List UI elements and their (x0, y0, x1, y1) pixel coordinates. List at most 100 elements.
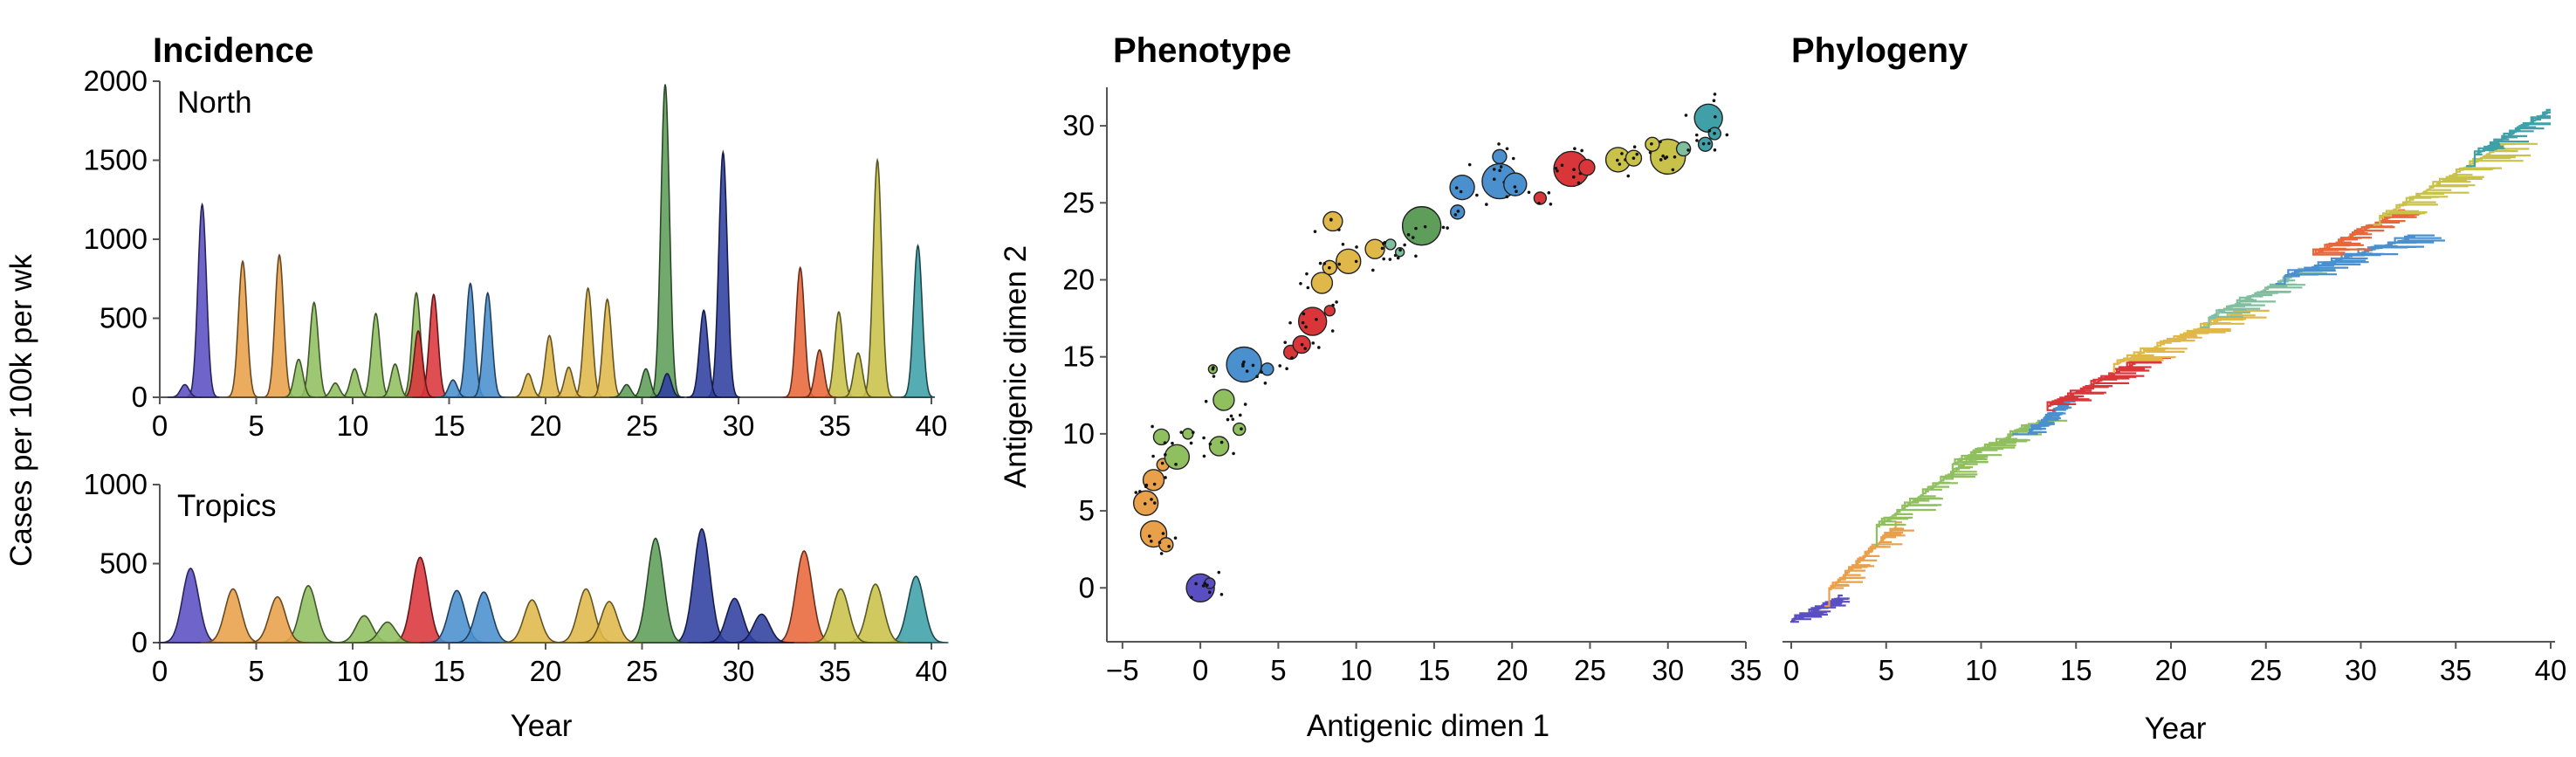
antigenic-cluster-point (1158, 537, 1174, 553)
virus-point (1686, 148, 1690, 152)
virus-point (1206, 583, 1209, 587)
virus-point (1505, 147, 1509, 151)
virus-point (1144, 483, 1149, 487)
virus-point (1192, 430, 1195, 435)
antigenic-cluster-point (1164, 444, 1191, 471)
x-tick-label: 5 (248, 655, 264, 687)
virus-point (1547, 191, 1551, 195)
virus-point (1414, 254, 1418, 258)
antigenic-cluster-point (1142, 469, 1165, 492)
virus-point (1151, 424, 1154, 429)
virus-point (1337, 262, 1341, 266)
x-tick-label: 30 (723, 409, 755, 442)
phylogeny-title: Phylogeny (1791, 31, 1968, 70)
virus-point (1556, 169, 1559, 173)
virus-point (1159, 552, 1164, 555)
virus-point (1157, 540, 1162, 545)
virus-point (1318, 261, 1322, 265)
y-tick-label: 1500 (84, 144, 148, 176)
virus-point (1388, 258, 1392, 261)
y-tick-label: 0 (132, 626, 148, 658)
x-tick-label: 15 (433, 409, 465, 442)
phenotype-x-axis-label: Antigenic dimen 1 (1307, 709, 1549, 743)
virus-point (1317, 346, 1321, 349)
virus-point (1403, 243, 1406, 247)
north-plot: North 0 500 1000 1500 2000 0 5 10 15 20 25 30 35 40 (84, 65, 948, 442)
phylogeny-clade (2373, 142, 2538, 226)
phylogeny-plot: 0 5 10 15 20 25 30 35 40 (1783, 108, 2567, 686)
phylogeny-clade (1875, 457, 1989, 547)
virus-point (1355, 245, 1358, 249)
epidemic-peak (185, 202, 220, 398)
virus-point (1283, 341, 1288, 344)
virus-point (1302, 312, 1306, 316)
x-tick-label: 10 (337, 409, 369, 442)
antigenic-cluster-point (1208, 436, 1230, 457)
y-tick-label: 1000 (84, 468, 148, 500)
virus-point (1208, 442, 1212, 446)
virus-point (1151, 454, 1155, 458)
phylogeny-branch (1789, 594, 1851, 623)
virus-point (1631, 156, 1636, 160)
y-tick-label: 20 (1062, 263, 1095, 295)
virus-point (1160, 461, 1164, 465)
x-tick-label: 30 (723, 655, 755, 687)
virus-point (1713, 132, 1716, 135)
y-tick-label: 30 (1062, 109, 1095, 141)
antigenic-cluster-point (1697, 136, 1714, 152)
virus-point (1371, 268, 1375, 272)
phenotype-panel: Phenotype Antigenic dimen 2 Antigenic di… (999, 31, 1762, 743)
virus-point (1618, 162, 1622, 166)
epidemic-peak (168, 383, 203, 398)
epidemic-peak (354, 621, 420, 643)
virus-point (1189, 441, 1193, 445)
virus-point (1620, 152, 1624, 155)
phylogeny-clade (1943, 419, 2068, 480)
antigenic-cluster-point (1578, 159, 1596, 176)
x-tick-label: 25 (626, 409, 658, 442)
y-tick-label: 25 (1062, 186, 1095, 218)
virus-point (1492, 168, 1496, 171)
virus-point (1707, 128, 1712, 133)
phenotype-title: Phenotype (1113, 31, 1291, 70)
x-tick-label: 0 (152, 409, 168, 442)
virus-point (1171, 441, 1174, 445)
virus-point (1380, 246, 1384, 251)
epidemic-peak (281, 358, 316, 398)
epidemic-peak (471, 291, 505, 398)
phylogeny-branch (2373, 142, 2538, 226)
virus-point (1240, 427, 1243, 431)
virus-point (1485, 203, 1488, 206)
virus-point (1659, 158, 1663, 162)
virus-point (1243, 403, 1247, 406)
epidemic-peak (729, 613, 794, 643)
epidemic-peak (802, 348, 837, 398)
virus-point (1226, 417, 1230, 422)
x-tick-label: 15 (433, 655, 465, 687)
virus-point (1164, 476, 1167, 479)
virus-point (1398, 248, 1402, 252)
virus-point (1241, 364, 1245, 368)
epidemic-peak (200, 588, 266, 643)
virus-point (1335, 300, 1338, 304)
virus-point (1174, 463, 1178, 466)
virus-point (1497, 142, 1501, 146)
phylogeny-clade (2112, 309, 2270, 374)
virus-point (1406, 233, 1411, 237)
antigenic-cluster-point (1336, 248, 1362, 275)
epidemic-peak (532, 334, 567, 398)
virus-point (1173, 536, 1178, 540)
virus-point (1572, 168, 1576, 172)
virus-point (1616, 158, 1619, 162)
virus-point (1423, 224, 1427, 229)
virus-point (1505, 195, 1509, 199)
x-tick-label: 40 (2535, 654, 2567, 686)
x-tick-label: 15 (1419, 654, 1451, 686)
antigenic-cluster-point (1310, 272, 1334, 294)
antigenic-cluster-point (1322, 210, 1343, 232)
epidemic-peak (499, 599, 565, 643)
virus-point (1229, 414, 1233, 418)
epidemic-peak (401, 329, 436, 398)
virus-point (1299, 281, 1302, 286)
antigenic-cluster-point (1503, 172, 1528, 196)
